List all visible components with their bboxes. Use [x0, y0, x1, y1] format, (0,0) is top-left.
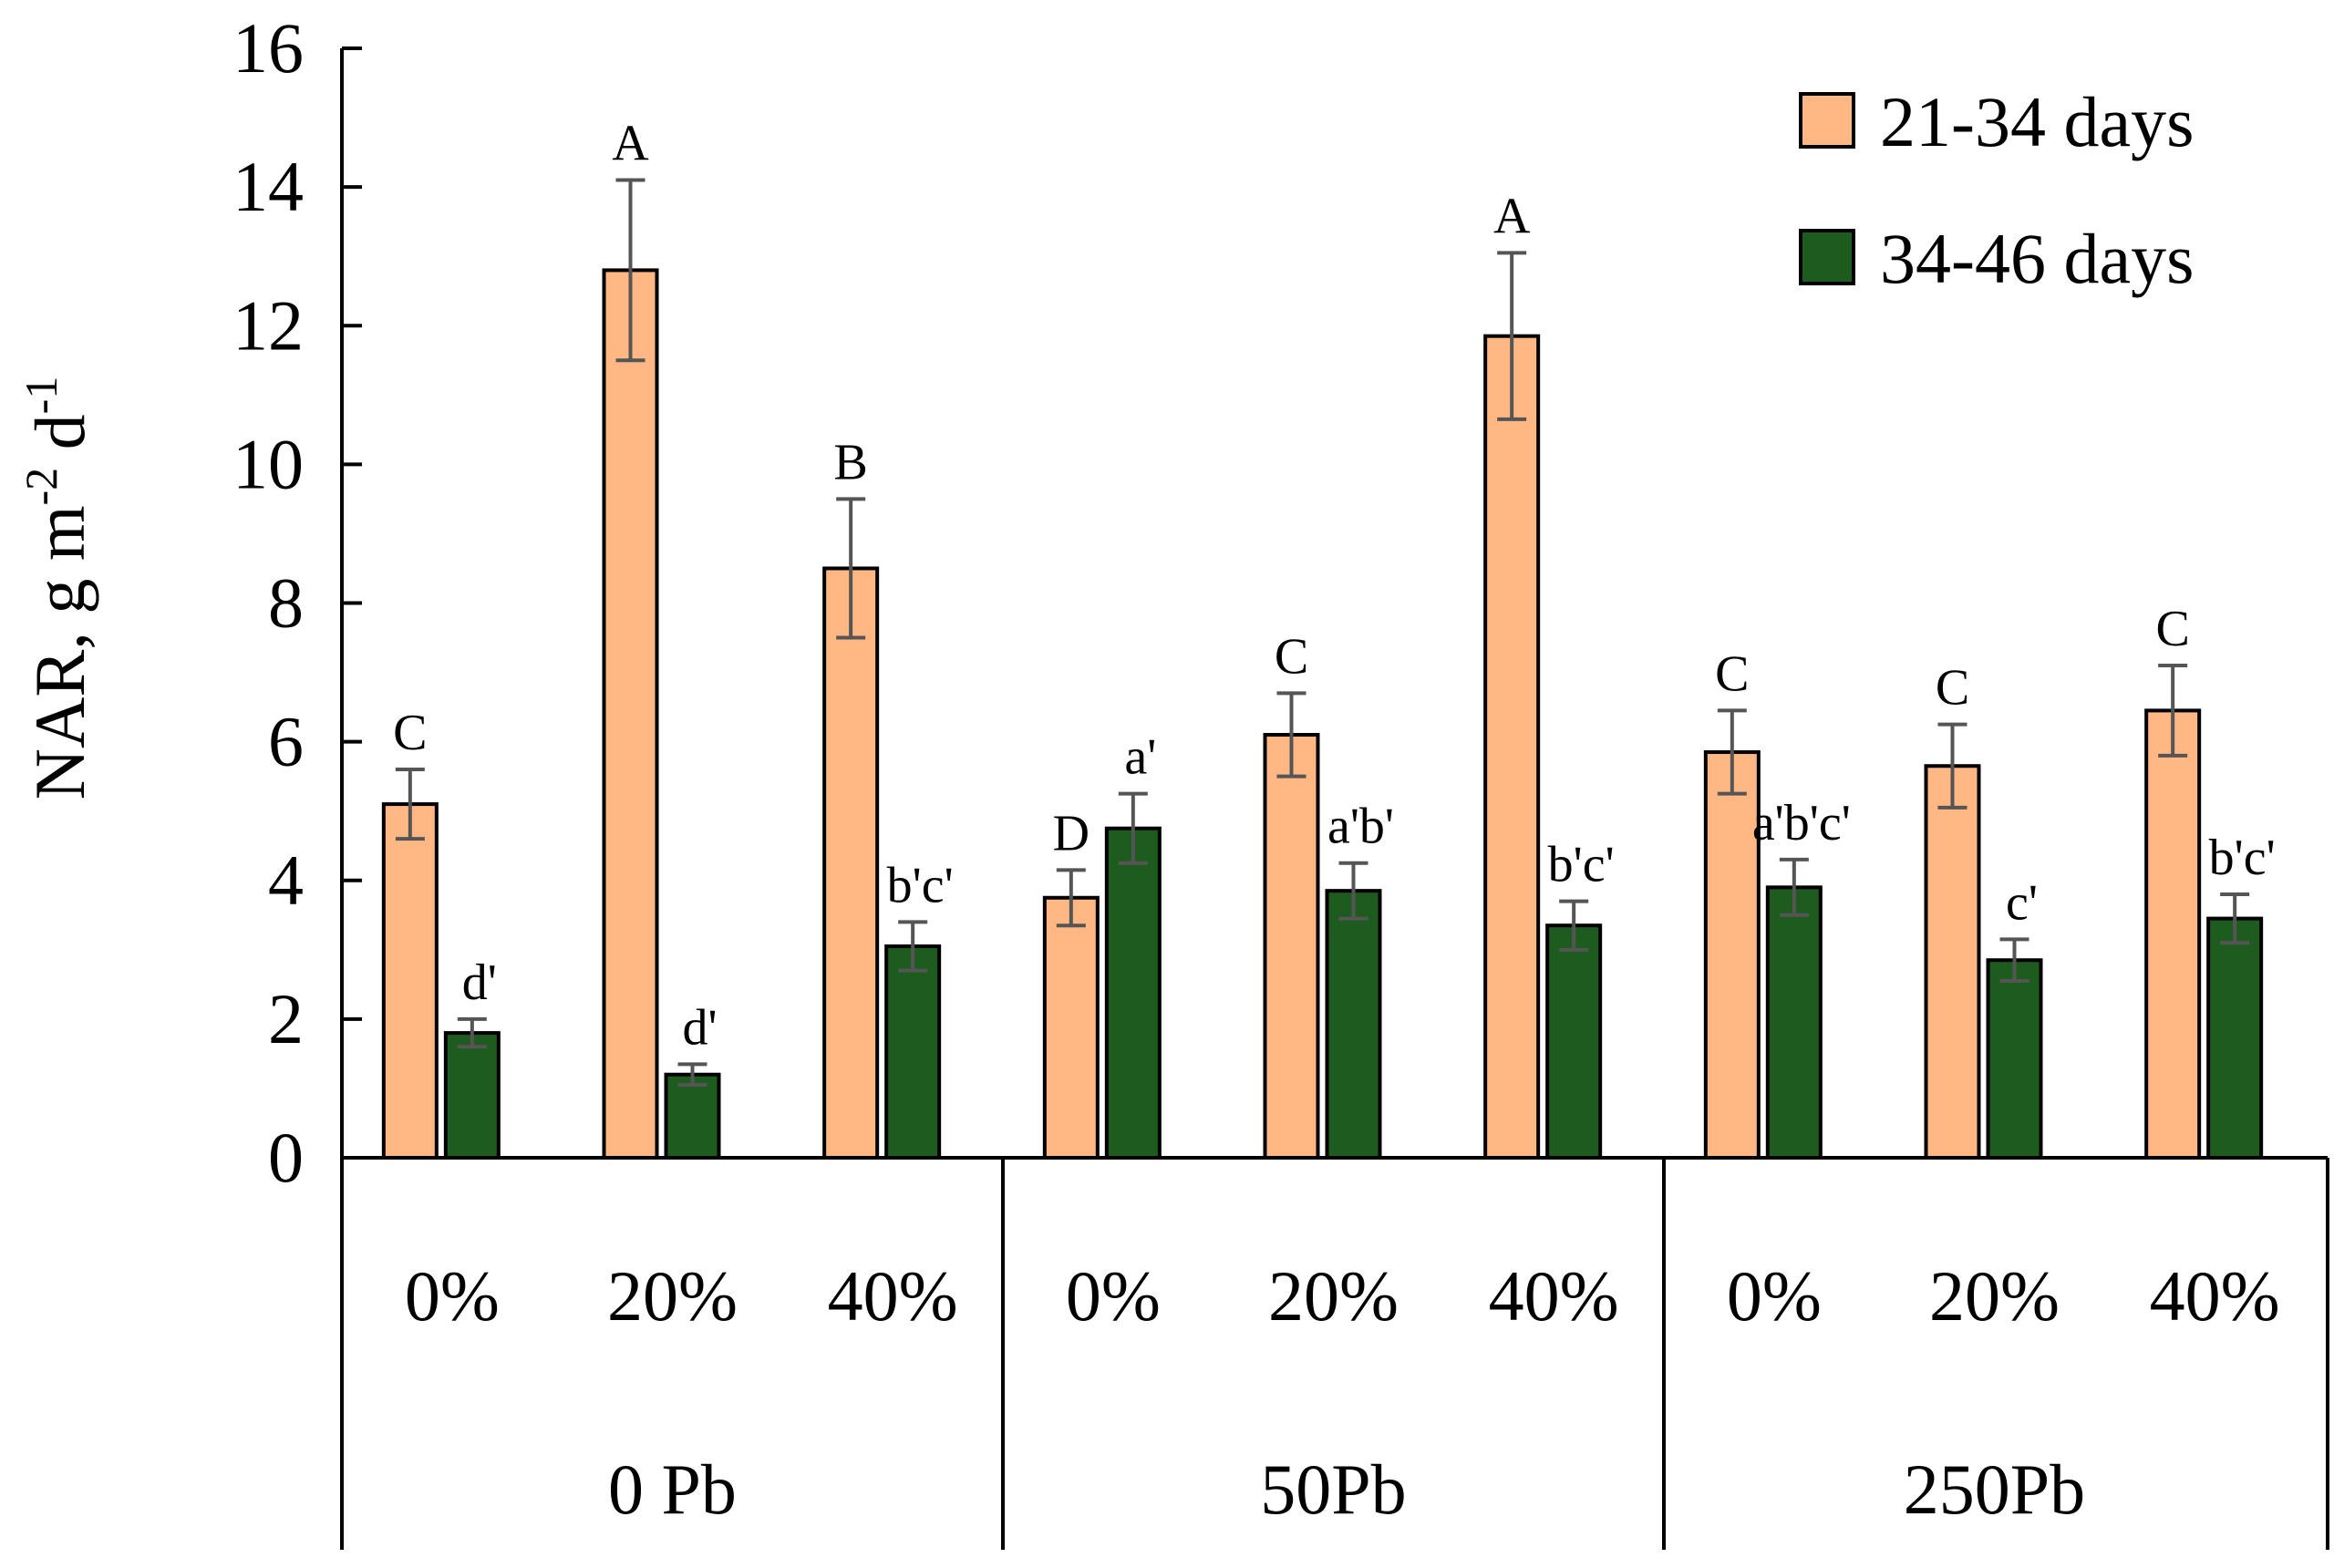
bar-series-1 — [2144, 708, 2202, 1160]
bar-series-1 — [822, 566, 880, 1160]
bar-series-1 — [602, 268, 659, 1160]
y-axis-title: NAR, g m-2 d-1 — [15, 377, 99, 800]
category-label: 20% — [607, 1256, 738, 1336]
significance-label-series-1: C — [1715, 645, 1749, 702]
group-label: 50Pb — [1260, 1449, 1406, 1529]
legend-label-series-2: 34-46 days — [1880, 219, 2194, 298]
significance-label-series-2: b'c' — [2209, 830, 2276, 886]
significance-label-series-2: b'c' — [1548, 837, 1615, 893]
bar-series-2 — [1325, 889, 1382, 1160]
significance-label-series-1: C — [1936, 660, 1969, 717]
y-tick-label-12: 12 — [232, 285, 304, 365]
significance-label-series-2: d' — [462, 954, 497, 1011]
category-label: 0% — [1727, 1256, 1822, 1336]
significance-label-series-2: a'b'c' — [1752, 795, 1851, 851]
significance-label-series-1: C — [2155, 601, 2189, 657]
significance-label-series-2: a'b' — [1327, 799, 1394, 855]
significance-label-series-1: C — [393, 705, 427, 761]
significance-label-series-1: D — [1053, 805, 1090, 861]
y-tick-label-4: 4 — [268, 841, 304, 920]
bar-series-1 — [1703, 750, 1761, 1160]
significance-label-series-1: A — [1493, 188, 1531, 244]
group-label: 0 Pb — [608, 1449, 737, 1529]
significance-label-series-1: B — [833, 434, 867, 490]
bar-series-2 — [443, 1031, 501, 1161]
y-tick-label-10: 10 — [232, 424, 304, 503]
bar-series-2 — [1986, 958, 2043, 1161]
bar-series-1 — [381, 802, 439, 1160]
y-tick-label-8: 8 — [268, 563, 304, 643]
category-label: 40% — [1489, 1256, 1619, 1336]
significance-label-series-2: c' — [2006, 874, 2038, 931]
legend: 21-34 days 34-46 days — [1799, 82, 2194, 298]
category-label: 20% — [1929, 1256, 2060, 1336]
significance-label-series-2: d' — [682, 999, 717, 1056]
significance-label-series-1: A — [612, 116, 649, 172]
bar-series-2 — [2206, 916, 2264, 1160]
bar-series-1 — [1042, 895, 1100, 1160]
category-label: 40% — [2150, 1256, 2280, 1336]
bar-series-2 — [1765, 885, 1823, 1160]
y-tick-label-16: 16 — [232, 8, 304, 88]
bar-series-2 — [664, 1072, 721, 1160]
significance-label-series-2: b'c' — [887, 857, 954, 913]
y-tick-label-6: 6 — [268, 702, 304, 781]
group-label: 250Pb — [1904, 1449, 2085, 1529]
bar-series-1 — [1483, 334, 1541, 1160]
significance-label-series-2: a' — [1124, 729, 1156, 786]
plot-area: 0 2 4 6 8 10 12 14 16 0% Cd' 20% Ad' 40% Bb'c' 0 Pb 0% Da… — [232, 8, 2329, 1550]
legend-label-series-1: 21-34 days — [1880, 82, 2194, 161]
bar-series-2 — [1104, 826, 1162, 1160]
legend-swatch-series-1 — [1799, 92, 1855, 149]
y-tick-label-14: 14 — [232, 147, 304, 226]
category-label: 0% — [405, 1256, 500, 1336]
bar-series-1 — [1924, 764, 1981, 1160]
bar-series-1 — [1263, 733, 1320, 1160]
category-label: 20% — [1268, 1256, 1399, 1336]
category-label: 40% — [828, 1256, 958, 1336]
significance-label-series-1: C — [1275, 628, 1308, 685]
y-tick-label-2: 2 — [268, 979, 304, 1058]
bar-series-2 — [1545, 923, 1603, 1160]
bar-series-2 — [884, 944, 942, 1161]
category-label: 0% — [1066, 1256, 1161, 1336]
legend-swatch-series-2 — [1799, 229, 1855, 285]
y-tick-label-0: 0 — [268, 1118, 304, 1197]
